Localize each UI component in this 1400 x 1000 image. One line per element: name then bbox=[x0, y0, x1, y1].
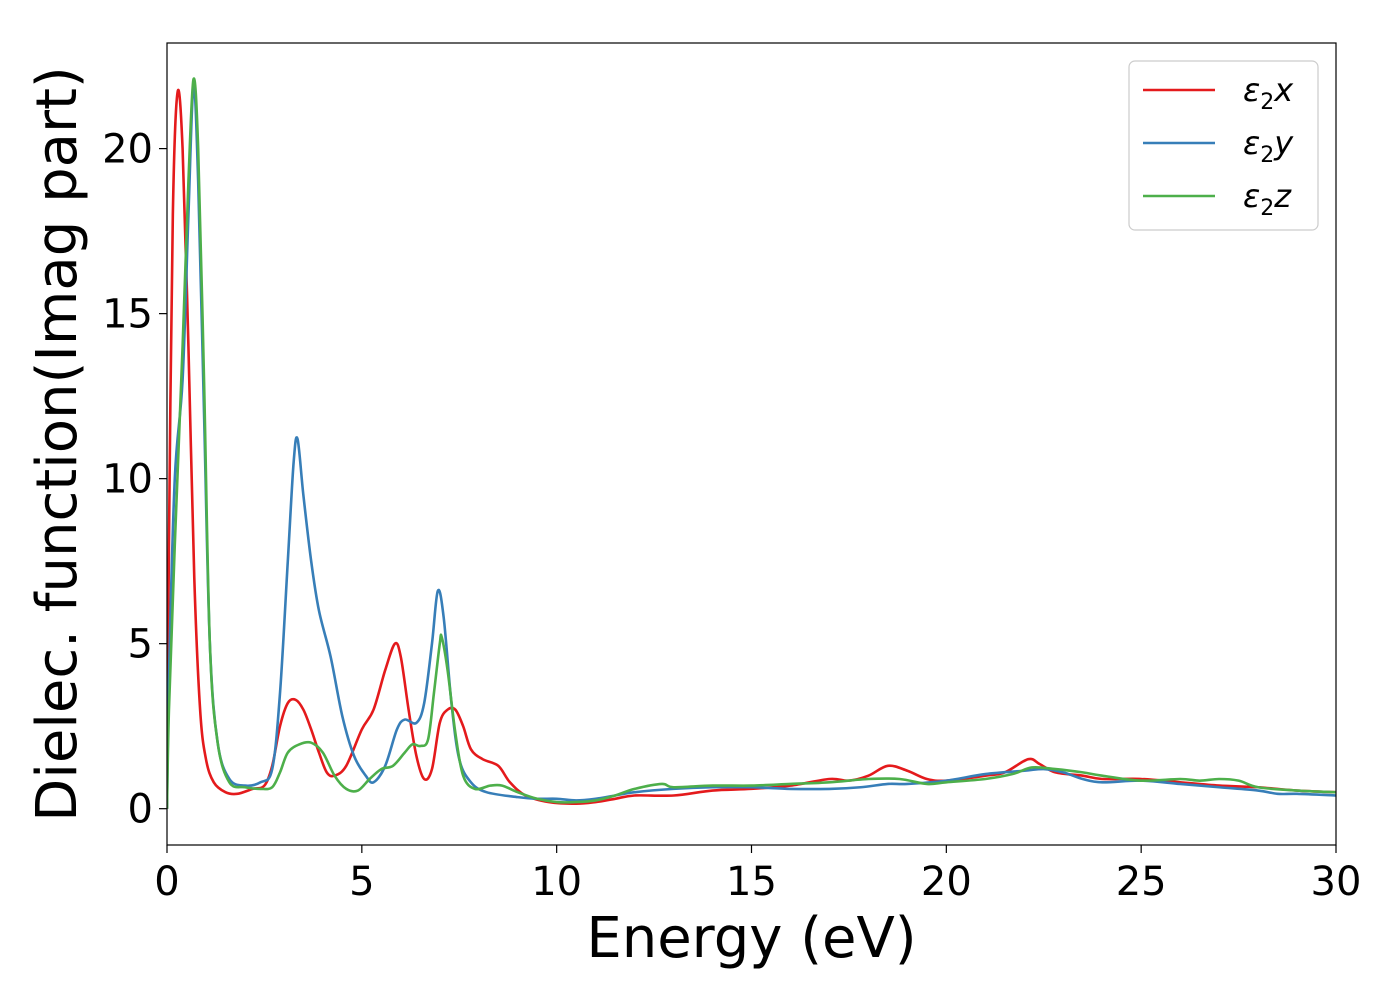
series-line-3 bbox=[167, 77, 1336, 809]
x-tick-label: 5 bbox=[349, 859, 374, 905]
legend-label: ε2y bbox=[1243, 124, 1294, 168]
legend-box bbox=[1128, 60, 1319, 231]
y-tick-label: 0 bbox=[128, 787, 153, 833]
y-axis: 0 5 10 15 20 bbox=[102, 127, 167, 833]
x-tick-label: 10 bbox=[531, 859, 582, 905]
legend: ε2x ε2y ε2z bbox=[1128, 60, 1319, 231]
y-tick-label: 20 bbox=[102, 127, 153, 173]
x-tick-label: 25 bbox=[1116, 859, 1167, 905]
legend-label: ε2z bbox=[1243, 177, 1292, 221]
y-tick-label: 10 bbox=[102, 457, 153, 503]
x-tick-label: 15 bbox=[726, 859, 777, 905]
y-tick-label: 5 bbox=[128, 622, 153, 668]
plot-lines bbox=[167, 77, 1336, 809]
x-axis: 0 5 10 15 20 25 30 bbox=[154, 845, 1361, 905]
x-tick-label: 30 bbox=[1311, 859, 1362, 905]
x-tick-label: 0 bbox=[154, 859, 179, 905]
y-axis-label: Dielec. function(Imag part) bbox=[25, 66, 90, 822]
series-line-1 bbox=[167, 88, 1336, 809]
x-axis-label: Energy (eV) bbox=[586, 906, 916, 971]
x-tick-label: 20 bbox=[921, 859, 972, 905]
legend-label: ε2x bbox=[1243, 71, 1294, 115]
y-tick-label: 15 bbox=[102, 292, 153, 338]
